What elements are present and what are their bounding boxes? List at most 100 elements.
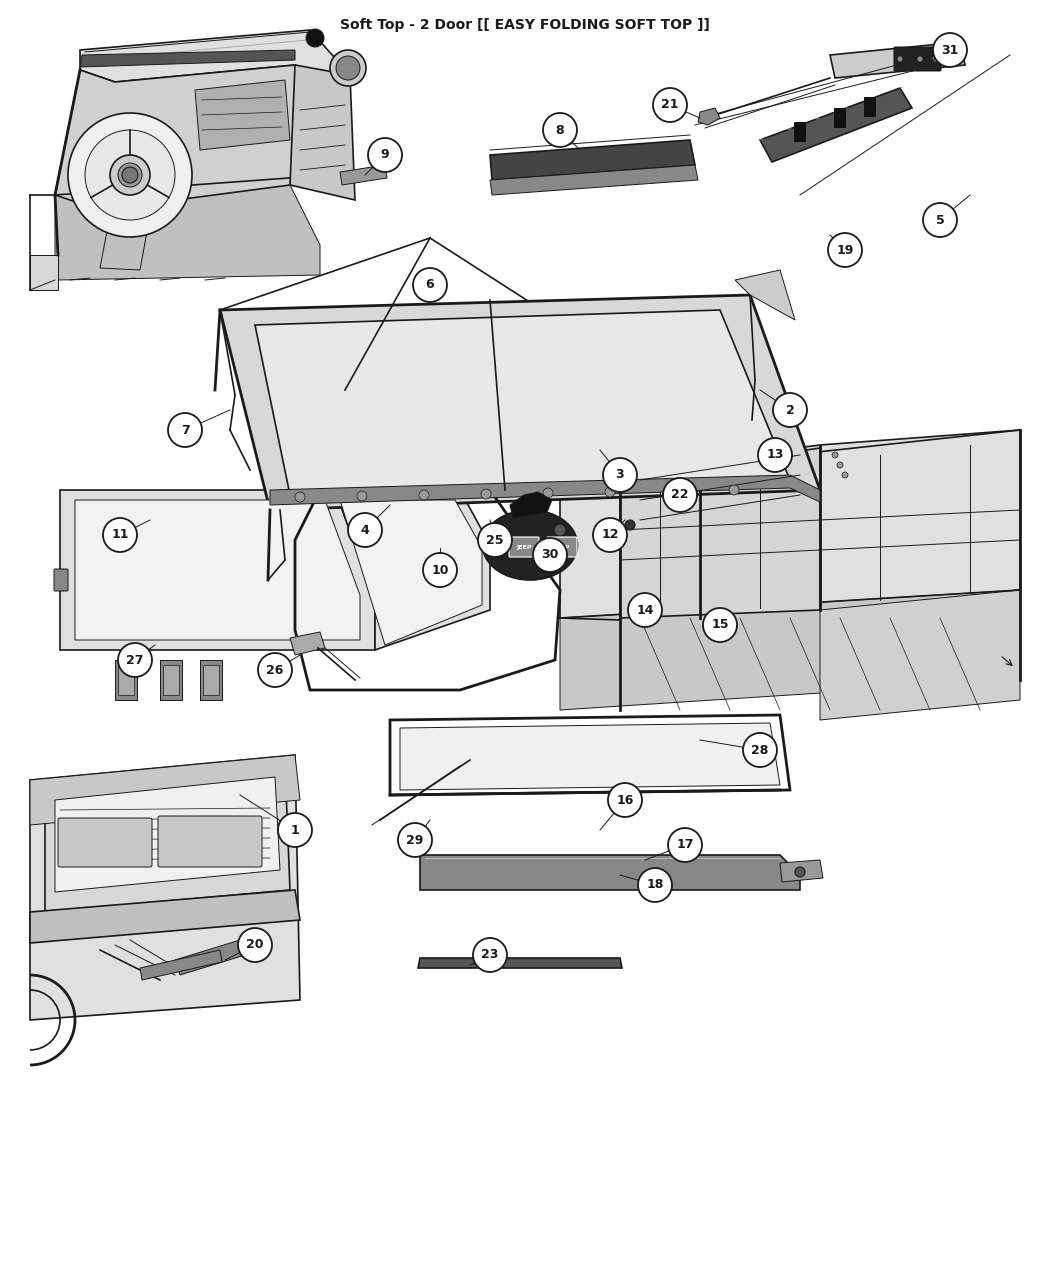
Polygon shape [75,500,360,640]
Circle shape [605,487,615,497]
Circle shape [653,88,687,122]
Circle shape [603,458,637,492]
Text: JEEP: JEEP [554,544,570,550]
Polygon shape [335,490,490,650]
Polygon shape [30,755,300,825]
Text: 19: 19 [836,244,854,256]
Circle shape [68,113,192,237]
Polygon shape [420,856,800,890]
Circle shape [419,490,429,500]
Polygon shape [560,430,1020,620]
Circle shape [543,113,578,147]
Polygon shape [400,723,780,790]
Circle shape [837,462,843,468]
Polygon shape [698,108,720,125]
Text: 3: 3 [615,468,625,482]
Polygon shape [220,295,820,510]
Text: 16: 16 [616,793,634,807]
Polygon shape [45,765,290,912]
Circle shape [933,33,967,68]
Polygon shape [30,255,58,289]
Circle shape [795,867,805,877]
Polygon shape [203,666,219,695]
Circle shape [743,733,777,768]
FancyBboxPatch shape [58,819,152,867]
Polygon shape [30,890,300,944]
Circle shape [917,56,923,62]
Circle shape [758,439,792,472]
Polygon shape [118,666,134,695]
Polygon shape [780,861,823,882]
Circle shape [533,538,567,572]
Circle shape [413,268,447,302]
Circle shape [625,520,635,530]
FancyBboxPatch shape [509,537,539,557]
Text: 31: 31 [941,43,959,56]
FancyBboxPatch shape [834,108,846,128]
Circle shape [668,827,702,862]
Text: 12: 12 [602,529,618,542]
Polygon shape [820,590,1020,720]
Text: 23: 23 [481,949,499,961]
Circle shape [348,513,382,547]
Circle shape [368,138,402,172]
Polygon shape [490,164,698,195]
Circle shape [118,643,152,677]
Polygon shape [510,492,552,518]
Text: 11: 11 [111,529,129,542]
Text: 18: 18 [647,878,664,891]
Polygon shape [55,185,320,280]
Polygon shape [560,590,1020,710]
Polygon shape [490,140,695,180]
Text: 10: 10 [432,564,448,576]
Polygon shape [830,42,965,78]
Polygon shape [100,215,150,270]
FancyBboxPatch shape [894,47,941,71]
Polygon shape [620,448,820,618]
Polygon shape [200,660,222,700]
Text: 14: 14 [636,603,654,617]
Polygon shape [290,632,326,655]
Text: 2: 2 [785,403,795,417]
FancyBboxPatch shape [547,537,578,557]
Circle shape [336,56,360,80]
Text: 1: 1 [291,824,299,836]
Circle shape [932,56,938,62]
Text: 28: 28 [752,743,769,756]
Circle shape [423,553,457,586]
Polygon shape [340,500,482,645]
Polygon shape [175,940,245,975]
Text: 6: 6 [425,278,435,292]
Text: 22: 22 [671,488,689,501]
Ellipse shape [483,510,578,580]
Circle shape [238,928,272,963]
Circle shape [729,484,739,495]
Text: JEEP: JEEP [517,544,531,550]
Circle shape [478,523,512,557]
Circle shape [118,163,142,187]
Circle shape [923,203,957,237]
Circle shape [472,938,507,972]
FancyBboxPatch shape [794,122,806,142]
Circle shape [828,233,862,266]
Circle shape [543,488,553,499]
Circle shape [897,56,903,62]
Polygon shape [163,666,178,695]
Polygon shape [116,660,136,700]
FancyBboxPatch shape [158,816,262,867]
Circle shape [258,653,292,687]
Circle shape [608,783,642,817]
Text: 5: 5 [936,213,944,227]
Circle shape [168,413,202,448]
Text: 15: 15 [711,618,729,631]
Circle shape [122,167,138,184]
Circle shape [398,822,432,857]
Polygon shape [55,776,280,892]
Circle shape [667,486,677,496]
Polygon shape [340,164,387,185]
Text: 8: 8 [555,124,564,136]
Text: 25: 25 [486,533,504,547]
Circle shape [663,478,697,513]
Circle shape [357,491,367,501]
Text: 21: 21 [662,98,678,111]
